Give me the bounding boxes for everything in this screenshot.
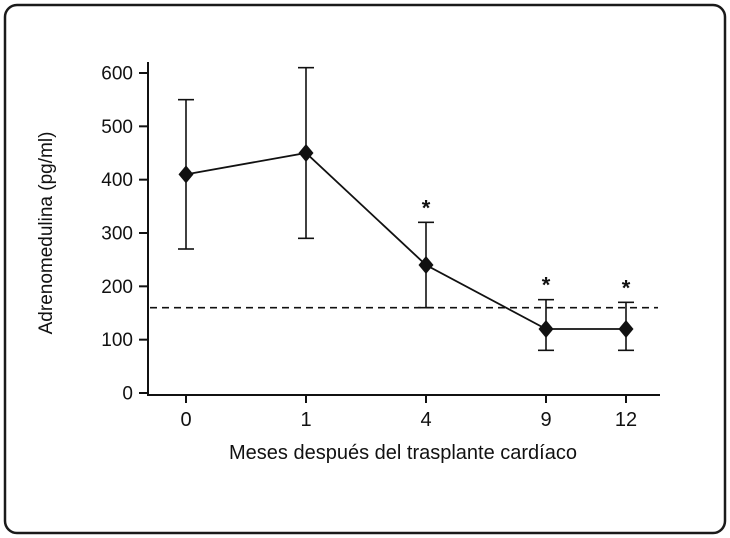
y-tick-label: 0 — [122, 384, 133, 405]
data-point-marker — [418, 256, 434, 274]
y-tick-label: 100 — [101, 330, 133, 351]
x-tick-label: 1 — [300, 409, 311, 431]
data-point-marker — [298, 144, 314, 162]
figure-border — [3, 3, 727, 535]
y-tick-label: 400 — [101, 170, 133, 191]
y-tick-label: 300 — [101, 224, 133, 245]
data-point-marker — [538, 320, 554, 338]
y-tick-label: 500 — [101, 117, 133, 138]
y-tick-label: 600 — [101, 64, 133, 85]
x-tick-label: 9 — [540, 409, 551, 431]
significance-asterisk: * — [542, 273, 551, 298]
x-tick-label: 12 — [615, 409, 637, 431]
data-line — [185, 152, 626, 330]
data-point-marker — [618, 320, 634, 338]
x-axis-title: Meses después del trasplante cardíaco — [229, 442, 577, 464]
x-tick-label: 0 — [180, 409, 191, 431]
significance-asterisk: * — [622, 275, 631, 300]
y-tick-label: 200 — [101, 277, 133, 298]
y-axis-title: Adrenomedulina (pg/ml) — [36, 132, 57, 335]
x-tick-label: 4 — [420, 409, 431, 431]
data-point-marker — [178, 165, 194, 184]
significance-asterisk: * — [422, 195, 431, 220]
